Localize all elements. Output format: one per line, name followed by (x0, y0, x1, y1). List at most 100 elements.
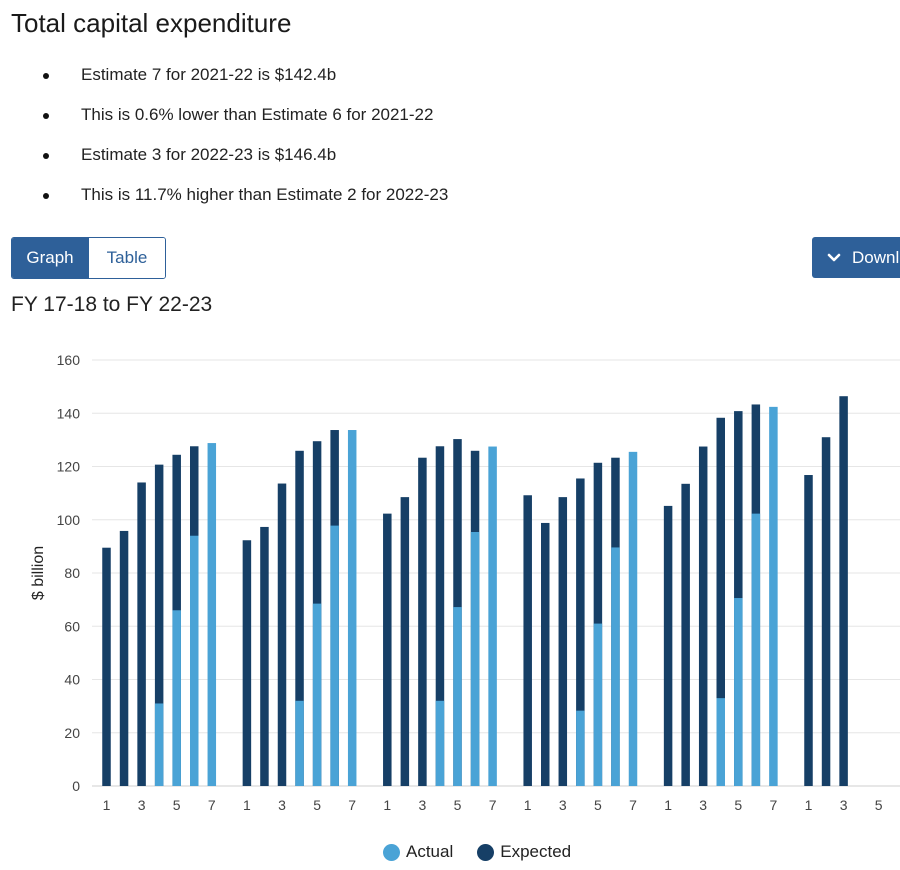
x-tick-label: 1 (664, 797, 672, 813)
download-button[interactable]: Download (812, 237, 900, 278)
actual-bar (154, 703, 164, 786)
actual-bar (593, 623, 603, 786)
legend-item-actual[interactable]: Actual (383, 842, 453, 862)
x-tick-label: 3 (699, 797, 707, 813)
expected-bar (435, 446, 445, 786)
expected-bar (418, 457, 427, 786)
expected-bar (242, 540, 252, 786)
x-tick-label: 3 (840, 797, 848, 813)
actual-bar (716, 698, 725, 786)
expected-bar (523, 495, 532, 786)
actual-bar (347, 430, 357, 786)
x-tick-label: 3 (138, 797, 146, 813)
actual-bar (435, 700, 445, 786)
capex-chart: 0 20 40 60 80 100 120 140 160 $ billion 1 3 5 7 1 3 5 7 1 3… (30, 352, 900, 813)
summary-text: This is 11.7% higher than Estimate 2 for… (81, 185, 449, 204)
x-tick-label: 5 (875, 797, 883, 813)
chevron-down-icon (827, 253, 841, 261)
bullet-dot (43, 73, 49, 79)
expected-bar (839, 396, 848, 786)
expected-bar (154, 464, 164, 786)
x-tick-label: 7 (208, 797, 216, 813)
expected-bar (804, 475, 813, 786)
expected-bar (576, 478, 585, 786)
x-tick-label: 7 (770, 797, 778, 813)
chart-legend: Actual Expected (383, 842, 595, 862)
y-tick-label: 40 (64, 672, 80, 688)
page-title: Total capital expenditure (11, 8, 292, 38)
actual-bar (769, 406, 778, 786)
actual-bar (312, 603, 322, 786)
view-toggle: Graph Table (11, 237, 166, 279)
legend-label-expected: Expected (500, 842, 572, 861)
x-tick-label: 7 (348, 797, 356, 813)
expected-bar (260, 526, 269, 786)
x-tick-label: 1 (383, 797, 391, 813)
y-tick-label: 60 (64, 618, 80, 634)
x-tick-label: 7 (629, 797, 637, 813)
legend-label-actual: Actual (406, 842, 454, 861)
x-tick-label: 3 (559, 797, 567, 813)
summary-text: This is 0.6% lower than Estimate 6 for 2… (81, 105, 434, 124)
y-tick-label: 100 (57, 512, 81, 528)
y-axis-title: $ billion (30, 546, 47, 600)
bullet-dot (43, 113, 49, 119)
legend-swatch-actual (383, 843, 400, 861)
bullet-dot (43, 193, 49, 199)
y-tick-label: 160 (57, 352, 81, 368)
actual-bar (576, 710, 585, 786)
x-tick-label: 5 (594, 797, 602, 813)
legend-item-expected[interactable]: Expected (477, 842, 571, 862)
expected-bar (541, 522, 550, 786)
table-tab[interactable]: Table (88, 238, 165, 278)
actual-bar (190, 535, 199, 786)
expected-bar (716, 417, 725, 786)
actual-bar (453, 607, 462, 786)
bullet-dot (43, 153, 49, 159)
y-tick-label: 80 (64, 565, 80, 581)
actual-bar (734, 598, 743, 786)
legend-swatch-expected (477, 843, 495, 861)
expected-bar (681, 483, 690, 786)
actual-bar (611, 547, 620, 786)
expected-bar (400, 497, 410, 786)
chart-subtitle: FY 17-18 to FY 22-23 (11, 293, 213, 316)
actual-bar (470, 531, 480, 786)
x-tick-label: 7 (489, 797, 497, 813)
expected-bar (277, 483, 287, 786)
summary-text: Estimate 3 for 2022-23 is $146.4b (81, 145, 337, 164)
expected-bar (558, 497, 568, 786)
x-tick-label: 3 (419, 797, 427, 813)
x-tick-label: 5 (454, 797, 462, 813)
actual-bar (330, 525, 339, 786)
x-tick-label: 1 (243, 797, 251, 813)
x-tick-label: 5 (173, 797, 181, 813)
expected-bar (383, 513, 392, 786)
expected-bar (102, 547, 111, 786)
actual-bar (751, 513, 761, 786)
x-tick-label: 1 (103, 797, 111, 813)
x-tick-label: 3 (278, 797, 286, 813)
actual-bar (488, 446, 497, 786)
expected-bar (663, 505, 673, 786)
expected-bar (295, 450, 304, 786)
x-tick-label: 1 (805, 797, 813, 813)
expected-bar (119, 530, 129, 786)
expected-bar (821, 437, 831, 786)
actual-bar (295, 700, 304, 786)
y-tick-label: 140 (57, 405, 81, 421)
y-tick-label: 0 (72, 778, 80, 794)
x-tick-label: 1 (524, 797, 532, 813)
expected-bar (137, 482, 146, 786)
actual-bar (207, 443, 217, 786)
download-label: Download (852, 247, 900, 267)
graph-tab[interactable]: Graph (12, 238, 88, 278)
expected-bar (698, 446, 708, 786)
summary-text: Estimate 7 for 2021-22 is $142.4b (81, 65, 337, 84)
x-tick-label: 5 (734, 797, 742, 813)
y-tick-label: 20 (64, 725, 80, 741)
y-tick-label: 120 (57, 459, 81, 475)
actual-bar (628, 451, 638, 786)
actual-bar (172, 610, 181, 786)
x-tick-label: 5 (313, 797, 321, 813)
